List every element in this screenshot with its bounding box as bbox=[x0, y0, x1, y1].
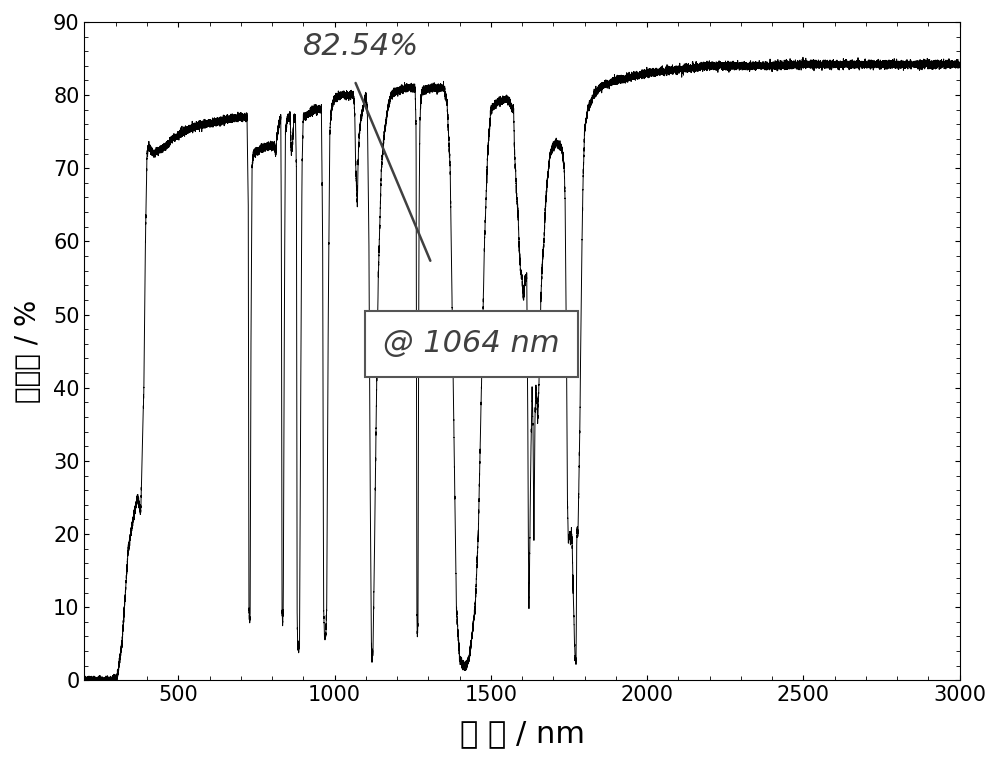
Text: 82.54%: 82.54% bbox=[303, 32, 420, 61]
Y-axis label: 透过率 / %: 透过率 / % bbox=[14, 299, 42, 403]
X-axis label: 波 长 / nm: 波 长 / nm bbox=[460, 719, 585, 748]
Text: @ 1064 nm: @ 1064 nm bbox=[383, 329, 560, 358]
